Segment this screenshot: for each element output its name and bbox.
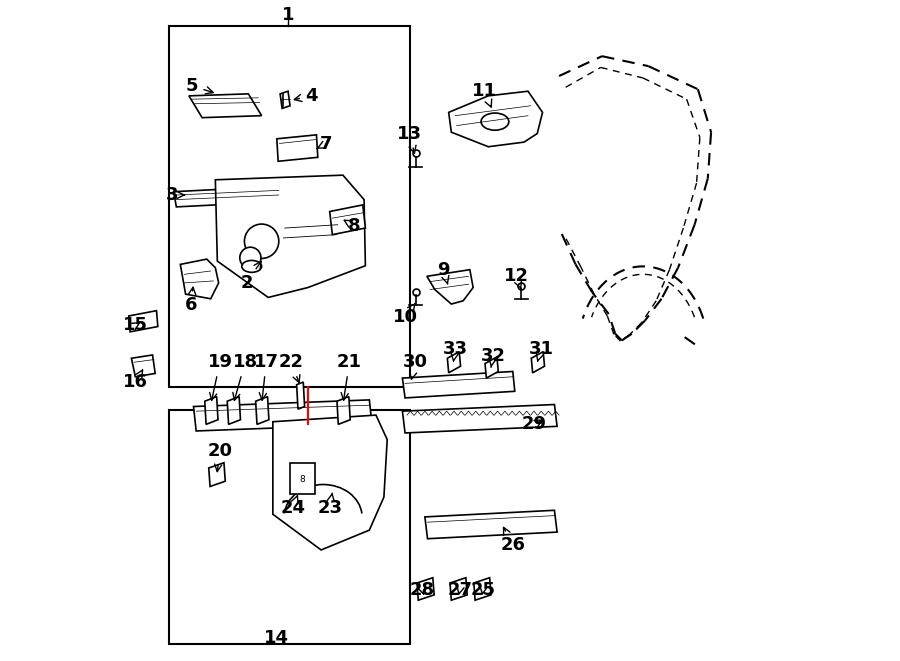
Polygon shape [417, 578, 434, 600]
Polygon shape [427, 270, 473, 304]
Text: 4: 4 [294, 87, 318, 105]
Polygon shape [329, 205, 365, 235]
Text: 27: 27 [447, 580, 473, 599]
Polygon shape [531, 352, 544, 373]
Ellipse shape [482, 113, 508, 130]
Polygon shape [450, 578, 467, 600]
Text: 1: 1 [282, 5, 294, 24]
Text: 12: 12 [504, 267, 528, 288]
Text: 22: 22 [279, 353, 304, 383]
Text: 13: 13 [397, 124, 421, 153]
Polygon shape [280, 91, 290, 108]
Text: 20: 20 [208, 442, 232, 472]
Polygon shape [485, 357, 499, 378]
Text: 2: 2 [240, 261, 261, 292]
Polygon shape [449, 91, 543, 147]
Polygon shape [129, 311, 158, 332]
Text: 28: 28 [410, 580, 435, 599]
Polygon shape [194, 400, 372, 431]
Text: 29: 29 [522, 415, 547, 434]
Polygon shape [209, 463, 225, 486]
Polygon shape [227, 397, 240, 424]
Polygon shape [205, 397, 218, 424]
Polygon shape [215, 175, 365, 297]
Circle shape [245, 224, 279, 258]
Text: 32: 32 [481, 346, 506, 368]
Text: 11: 11 [472, 82, 497, 107]
Polygon shape [447, 352, 461, 373]
Text: 33: 33 [443, 340, 468, 361]
Text: 3: 3 [166, 186, 184, 204]
Polygon shape [273, 415, 387, 550]
Text: 24: 24 [280, 496, 305, 517]
Text: 25: 25 [471, 580, 496, 599]
Polygon shape [277, 135, 318, 161]
Bar [169, 26, 410, 387]
Text: 23: 23 [317, 493, 342, 517]
Polygon shape [174, 186, 281, 207]
Polygon shape [256, 397, 269, 424]
Text: 19: 19 [208, 353, 232, 401]
Text: 10: 10 [392, 303, 418, 327]
Text: 9: 9 [437, 260, 450, 284]
Polygon shape [131, 355, 155, 377]
Polygon shape [402, 405, 557, 433]
Bar [290, 463, 315, 494]
Text: 5: 5 [186, 77, 213, 95]
Text: 14: 14 [265, 629, 289, 647]
Polygon shape [425, 510, 557, 539]
Text: 7: 7 [317, 135, 332, 153]
Text: 21: 21 [337, 353, 362, 401]
Bar [169, 410, 410, 644]
Text: 8: 8 [344, 217, 361, 235]
Text: 17: 17 [254, 353, 279, 400]
Circle shape [239, 247, 261, 268]
Text: 8: 8 [299, 475, 305, 484]
Text: 30: 30 [403, 353, 428, 379]
Text: 6: 6 [184, 288, 197, 315]
Polygon shape [180, 259, 219, 299]
Text: 15: 15 [123, 316, 148, 334]
Polygon shape [402, 371, 515, 398]
Text: 26: 26 [500, 527, 526, 555]
Polygon shape [189, 94, 262, 118]
Polygon shape [297, 382, 304, 409]
Text: 18: 18 [232, 353, 257, 401]
Text: 16: 16 [123, 370, 148, 391]
Polygon shape [337, 397, 350, 424]
Ellipse shape [242, 260, 262, 272]
Polygon shape [473, 578, 491, 600]
Text: 31: 31 [528, 340, 554, 361]
